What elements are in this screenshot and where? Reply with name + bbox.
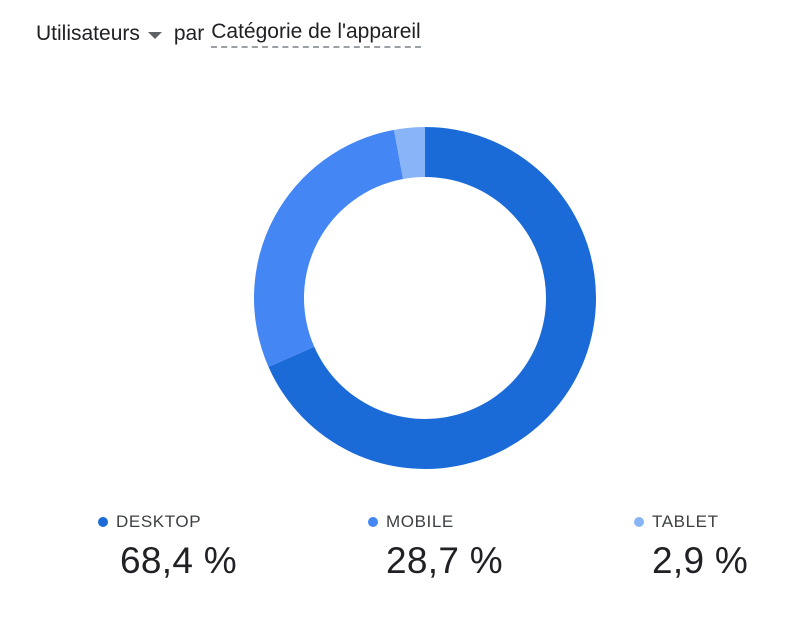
legend-dot-tablet (634, 517, 644, 527)
metric-label: Utilisateurs (36, 22, 140, 45)
metric-selector[interactable]: Utilisateurs (36, 22, 174, 46)
legend-label-tablet: TABLET (652, 512, 719, 531)
dropdown-caret-icon (147, 31, 162, 39)
legend-item-mobile: MOBILE 28,7 % (368, 512, 503, 582)
legend-item-desktop: DESKTOP 68,4 % (98, 512, 237, 582)
donut-slice-tablet[interactable] (394, 127, 425, 180)
chart-header: Utilisateurs par Catégorie de l'appareil (36, 16, 421, 52)
donut-chart (254, 127, 596, 469)
legend-dot-mobile (368, 517, 378, 527)
connector-text: par (173, 22, 205, 45)
legend-item-tablet: TABLET 2,9 % (634, 512, 748, 582)
dimension-selector[interactable]: Catégorie de l'appareil (211, 20, 421, 48)
legend-label-desktop: DESKTOP (116, 512, 202, 531)
legend-value-mobile: 28,7 % (386, 540, 503, 581)
legend-dot-desktop (98, 517, 108, 527)
donut-slice-mobile[interactable] (254, 129, 404, 367)
legend-label-mobile: MOBILE (386, 512, 454, 531)
legend-value-tablet: 2,9 % (652, 540, 749, 581)
donut-slice-desktop[interactable] (268, 127, 596, 469)
legend-value-desktop: 68,4 % (120, 540, 237, 581)
